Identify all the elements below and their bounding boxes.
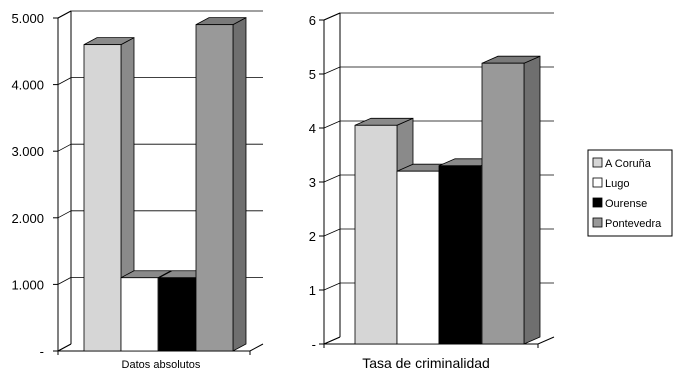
legend-label: Pontevedra	[605, 218, 662, 230]
side-gridline	[57, 210, 72, 219]
bar-front-face	[158, 277, 197, 352]
y-tick-label: 3.000	[11, 144, 44, 159]
side-gridline	[323, 66, 341, 75]
x-axis-title: Datos absolutos	[122, 359, 201, 371]
y-tick-label: 6	[309, 13, 316, 28]
bar-front-face	[481, 62, 525, 345]
bar-front-face	[83, 44, 122, 352]
legend-swatch	[592, 217, 603, 228]
side-gridline	[323, 12, 341, 21]
legend-item-lugo: Lugo	[592, 177, 629, 190]
legend-label: Ourense	[605, 198, 647, 210]
side-gridline	[323, 336, 341, 345]
bar-front-face	[354, 124, 398, 345]
y-tick-label: -	[40, 344, 44, 359]
y-tick-label: -	[312, 337, 316, 352]
side-gridline	[323, 174, 341, 183]
legend-item-pontevedra: Pontevedra	[592, 217, 662, 230]
chart-tasa-de-criminalidad: - 1 2 3 4 5 6 Tasa de criminalidad	[309, 12, 555, 371]
legend-item-a-coruna: A Coruña	[592, 157, 652, 170]
side-gridline	[57, 10, 72, 19]
y-tick-label: 3	[309, 175, 316, 190]
bar-front-face	[120, 277, 159, 352]
y-tick-label: 5	[309, 67, 316, 82]
side-gridline	[57, 77, 72, 85]
y-tick-label: 4.000	[11, 78, 44, 93]
bar-side-face	[232, 16, 247, 352]
y-tick-label: 1.000	[11, 277, 44, 292]
legend-swatch	[592, 157, 603, 168]
legend-swatch	[592, 197, 603, 208]
bar-pontevedra	[195, 16, 247, 352]
y-tick-label: 1	[309, 283, 316, 298]
legend-label: A Coruña	[605, 158, 652, 170]
legend-label: Lugo	[605, 178, 629, 190]
side-gridline	[323, 228, 341, 237]
x-axis-title: Tasa de criminalidad	[362, 355, 490, 371]
legend: A Coruña Lugo Ourense Pontevedra	[587, 149, 673, 237]
side-gridline	[57, 343, 72, 352]
legend-swatch	[592, 177, 603, 188]
bar-pontevedra	[481, 55, 541, 345]
legend-item-ourense: Ourense	[592, 197, 647, 210]
bar-a-coruna	[83, 36, 135, 352]
y-tick-label: 2.000	[11, 211, 44, 226]
bar-front-face	[438, 165, 482, 345]
side-gridline	[323, 282, 341, 291]
y-tick-label: 2	[309, 229, 316, 244]
bar-side-face	[523, 55, 541, 345]
chart-datos-absolutos: - 1.000 2.000 3.000 4.000 5.000 Datos absoluto…	[11, 10, 264, 371]
bar-front-face	[195, 24, 234, 352]
bar-front-face	[396, 170, 440, 345]
y-tick-label: 4	[309, 121, 316, 136]
side-gridline	[57, 143, 72, 152]
y-tick-label: 5.000	[11, 11, 44, 26]
side-gridline	[57, 277, 72, 285]
side-gridline	[323, 120, 341, 129]
